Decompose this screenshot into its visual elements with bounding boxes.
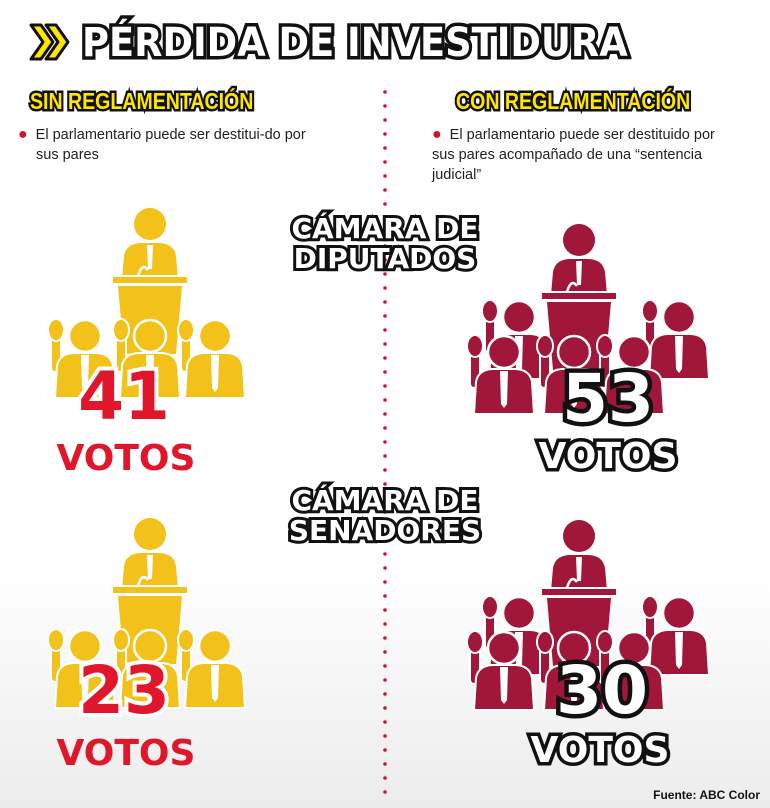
bullet-con-text: El parlamentario puede ser destituido po… <box>432 127 715 183</box>
council-member <box>466 630 536 711</box>
senadores-sin-votes: 23 <box>74 648 174 733</box>
council-member <box>112 318 182 399</box>
senadores-con-votes: 30 <box>552 648 653 734</box>
source-credit: Fuente: ABC Color <box>653 788 760 802</box>
council-member <box>47 628 117 709</box>
heading-sin-reglamentacion: SIN REGLAMENTACIÓN <box>28 86 256 117</box>
council-member <box>641 595 711 676</box>
council-member <box>177 318 247 399</box>
council-member <box>536 334 606 415</box>
chamber-line2: DIPUTADOS <box>291 241 480 277</box>
council-member <box>596 334 666 415</box>
page-title: PÉRDIDA DE INVESTIDURA <box>79 17 631 70</box>
chamber-diputados: CÁMARA DE DIPUTADOS <box>255 211 515 277</box>
double-chevron-icon <box>28 22 72 67</box>
votos-label: VOTOS <box>527 727 673 775</box>
bullet-con: ● El parlamentario puede ser destituido p… <box>432 126 715 183</box>
chamber-senadores: CÁMARA DE SENADORES <box>255 483 515 549</box>
votos-label: VOTOS <box>535 433 681 481</box>
council-member <box>596 630 666 711</box>
votos-label: VOTOS <box>56 733 196 774</box>
heading-con-reglamentacion: CON REGLAMENTACIÓN <box>454 86 692 117</box>
council-member <box>47 318 117 399</box>
dotted-divider <box>383 90 387 794</box>
chamber-line1: CÁMARA DE <box>288 483 481 519</box>
votos-label: VOTOS <box>56 438 196 479</box>
diputados-con-votes: 53 <box>558 356 659 442</box>
council-member <box>536 630 606 711</box>
chamber-line2: SENADORES <box>286 513 484 549</box>
council-member <box>177 628 247 709</box>
council-member <box>641 299 711 380</box>
council-member <box>112 628 182 709</box>
bullet-sin-text: El parlamentario puede ser destitui-do p… <box>35 127 306 163</box>
chamber-line1: CÁMARA DE <box>288 211 481 247</box>
council-member <box>466 334 536 415</box>
bullet-sin: ● El parlamentario puede ser destitui-do … <box>18 126 306 163</box>
diputados-sin-votes: 41 <box>74 354 174 439</box>
